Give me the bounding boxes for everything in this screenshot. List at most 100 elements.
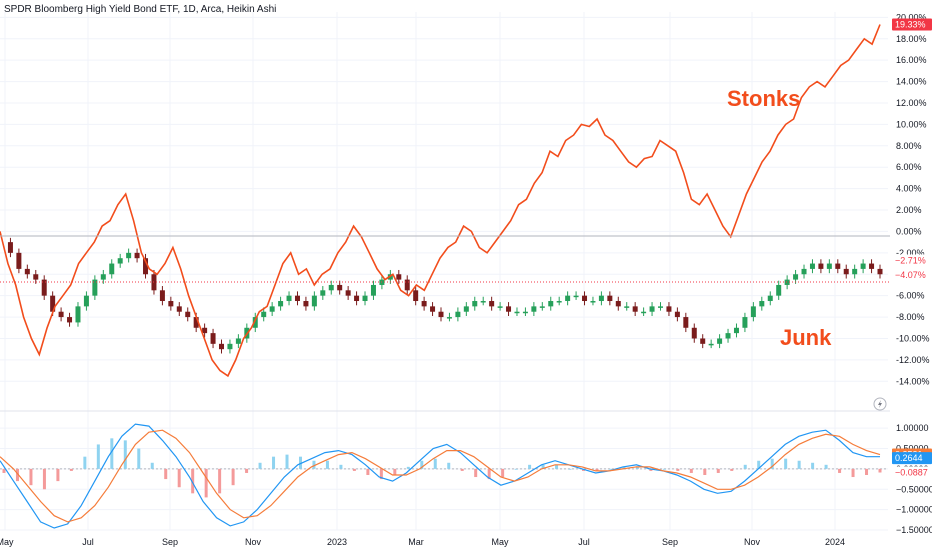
junk-candle-body [134, 252, 140, 259]
junk-candle-body [67, 317, 73, 323]
y-axis-main[interactable]: 20.00% 18.00% 16.00% 14.00% 12.00% 10.00% 8.00… [896, 12, 930, 386]
macd-histogram-bar [770, 458, 774, 469]
junk-candle-body [185, 311, 191, 318]
price-badges: 19.33%−2.71%−4.07%0.35310.2644−0.0887 [892, 18, 932, 479]
x-tick-label: Nov [744, 537, 761, 547]
junk-prev-badge-bg [892, 254, 932, 267]
y-tick-label: 18.00% [896, 34, 927, 44]
x-axis[interactable]: May Jul Sep Nov 2023 Mar May Jul Sep Nov 2024 [0, 537, 845, 547]
macd-histogram-bar [110, 438, 114, 469]
macd-histogram-bar [325, 460, 329, 469]
macd-histogram-bar [312, 460, 316, 469]
sub-grid [0, 427, 888, 531]
junk-candle-body [843, 268, 849, 275]
junk-candle-body [691, 327, 697, 339]
junk-candle-body [784, 279, 790, 285]
junk-candle-body [666, 306, 672, 312]
junk-candle-body [176, 306, 182, 312]
junk-candle-body [776, 284, 782, 296]
macd-histogram-bar [366, 468, 370, 475]
junk-candle-body [700, 338, 706, 344]
junk-candle-body [219, 343, 224, 350]
junk-candle-body [303, 301, 309, 307]
hist-last-badge: −0.0887 [895, 468, 928, 478]
x-tick-label: Nov [245, 537, 262, 547]
junk-candle-body [227, 343, 233, 350]
macd-histogram-bar [784, 458, 788, 469]
y-tick-label: 0.00% [896, 226, 922, 236]
y-tick-label: 20.00% [896, 12, 927, 22]
junk-candle-body [674, 311, 680, 318]
junk-candle-body [497, 306, 503, 308]
junk-candle-body [269, 306, 275, 312]
macd-histogram-bar [865, 468, 869, 475]
macd-histogram-bar [878, 468, 882, 473]
junk-candle-body [750, 306, 756, 318]
macd-histogram-bar [245, 468, 249, 473]
stonks-last-badge-bg [892, 18, 932, 31]
junk-candle-body [235, 338, 241, 344]
junk-last-badge-bg [892, 269, 932, 282]
junk-candle-body [413, 290, 419, 302]
junk-candle-body [683, 317, 689, 328]
junk-candle-body [193, 317, 199, 328]
junk-candle-body [328, 284, 334, 291]
macd-histogram-bar [757, 460, 761, 469]
junk-candle-body [109, 263, 115, 275]
hist-last-badge-bg [892, 466, 932, 479]
junk-candle-body [624, 306, 630, 308]
macd-histogram-bar [797, 460, 801, 469]
y-tick-label: 2.00% [896, 205, 922, 215]
junk-candle-body [16, 252, 22, 269]
macd-histogram-bar [15, 468, 19, 482]
y-tick-label: -6.00% [896, 291, 925, 301]
y-tick-label: -10.00% [896, 333, 930, 343]
junk-candle-body [446, 317, 452, 319]
y-axis-sub[interactable]: 1.000000.500000.00000−0.50000−1.00000−1.… [896, 423, 932, 535]
x-tick-label: Jul [578, 537, 590, 547]
macd-histogram-bar [258, 462, 262, 469]
junk-candle-body [877, 268, 883, 275]
flash-icon[interactable] [873, 397, 887, 411]
macd-histogram-bar [123, 440, 127, 469]
junk-candle-body [396, 274, 402, 280]
junk-candle-body [801, 268, 807, 275]
y-tick-label: 6.00% [896, 162, 922, 172]
junk-candle-body [632, 306, 638, 312]
junk-candle-body [143, 258, 149, 275]
macd-histogram-bar [83, 456, 87, 469]
macd-histogram-bar [622, 466, 626, 469]
junk-candle-body [539, 306, 545, 308]
junk-candle-body [835, 263, 841, 269]
junk-candle-body [404, 279, 410, 291]
y-tick-label: 12.00% [896, 98, 927, 108]
macd-histogram-bar [56, 468, 60, 482]
junk-candle-body [202, 327, 208, 334]
junk-candle-body [590, 301, 596, 303]
y-tick-label: -8.00% [896, 312, 925, 322]
macd-histogram-bar [811, 462, 815, 469]
macd-histogram-bar [528, 464, 532, 469]
macd-histogram-bar [298, 456, 302, 469]
macd-histogram-bar [838, 468, 842, 473]
junk-candle-body [159, 290, 165, 302]
x-tick-label: May [0, 537, 14, 547]
junk-candle-body [818, 263, 824, 269]
macd-histogram-bar [191, 468, 195, 494]
macd-histogram-bar [42, 468, 46, 490]
junk-candle-body [489, 301, 495, 307]
annotation-stonks: Stonks [727, 86, 800, 111]
junk-candle-body [852, 268, 858, 275]
junk-candle-body [708, 343, 714, 346]
macd-histogram-bar [177, 468, 181, 488]
macd-histogram-bar [96, 444, 100, 469]
junk-candle-body [455, 311, 461, 318]
macd-histogram [2, 438, 882, 498]
annotation-junk: Junk [780, 325, 832, 350]
junk-candle-body [311, 295, 317, 307]
macd-histogram-bar [676, 468, 680, 471]
junk-candle-body [286, 295, 292, 302]
macd-histogram-bar [137, 448, 141, 469]
junk-candle-body [480, 301, 486, 303]
junk-candle-body [337, 284, 343, 291]
